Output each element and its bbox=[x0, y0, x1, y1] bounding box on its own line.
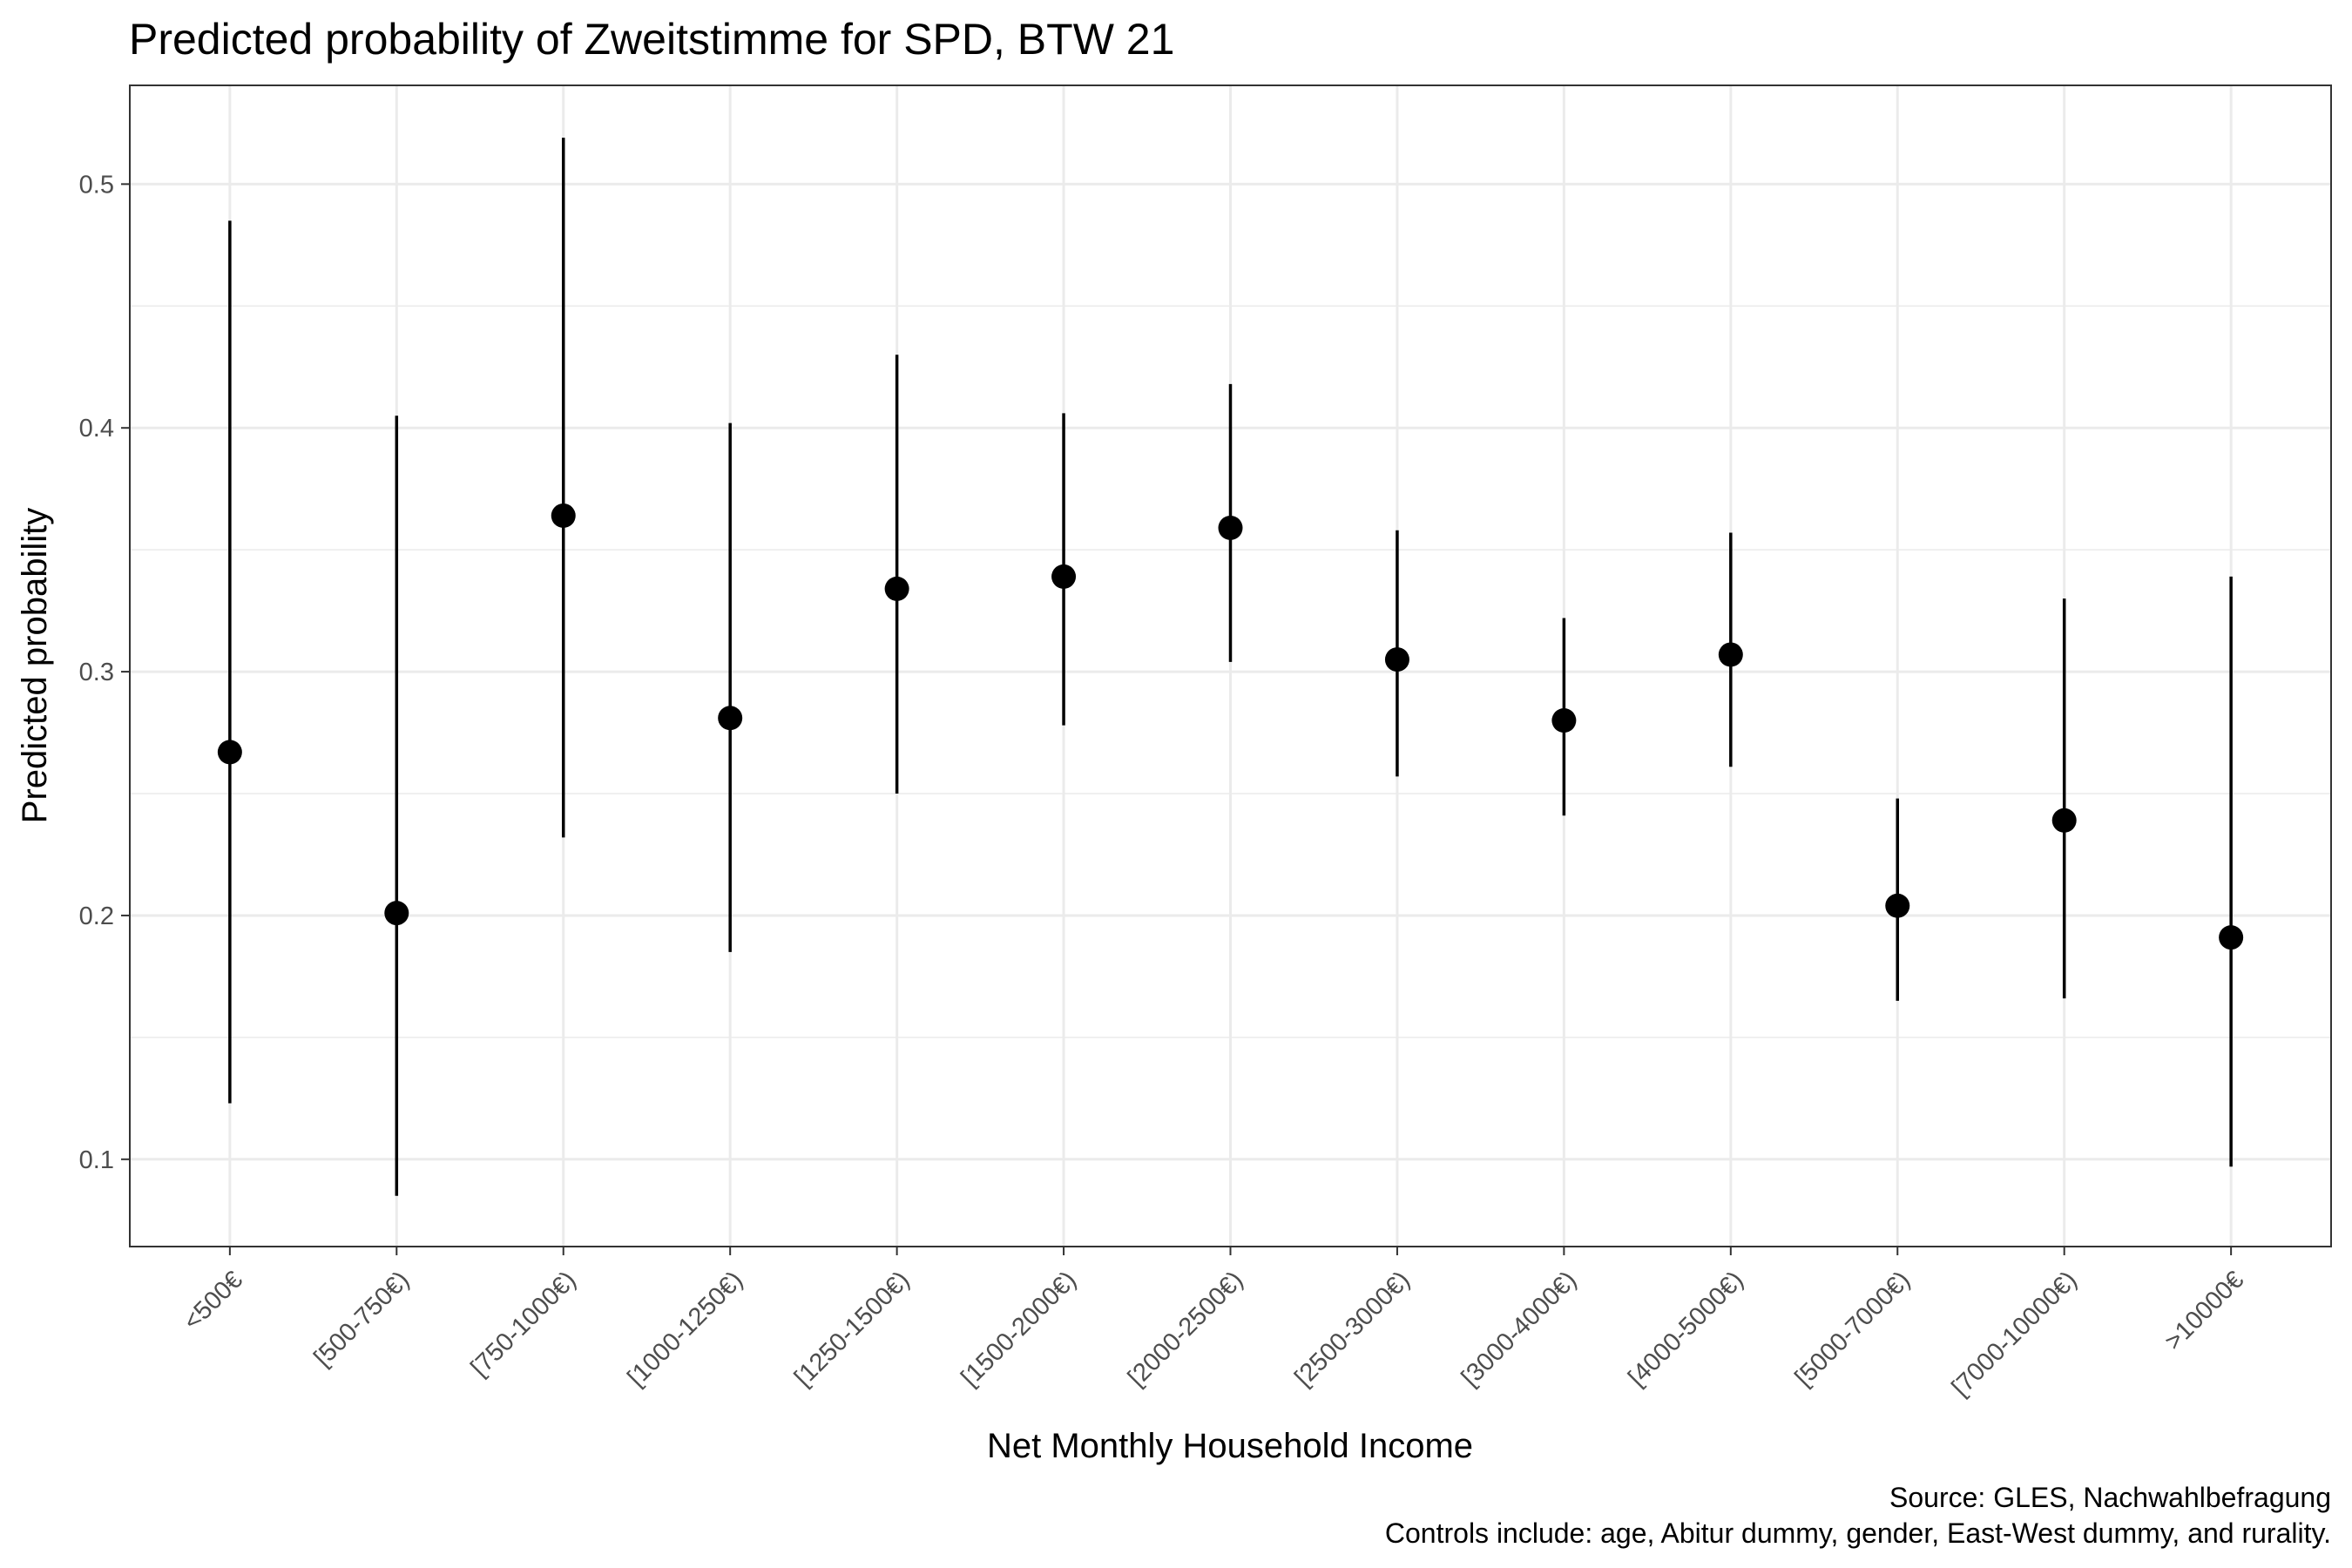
data-point bbox=[1051, 564, 1077, 589]
data-point bbox=[1885, 893, 1910, 918]
plot-panel bbox=[129, 84, 2332, 1247]
data-point bbox=[2219, 925, 2244, 950]
data-point bbox=[1384, 647, 1409, 672]
chart-title: Predicted probability of Zweitstimme for… bbox=[129, 15, 1174, 64]
x-axis-title: Net Monthly Household Income bbox=[987, 1427, 1473, 1465]
y-axis: 0.1 0.2 0.3 0.4 0.5 bbox=[79, 171, 130, 1174]
caption-controls: Controls include: age, Abitur dummy, gen… bbox=[1385, 1517, 2331, 1549]
y-tick-label: 0.3 bbox=[79, 659, 114, 686]
data-marks bbox=[217, 138, 2244, 1196]
data-point bbox=[384, 901, 409, 926]
data-point bbox=[2051, 808, 2077, 833]
y-axis-title: Predicted probability bbox=[16, 508, 54, 823]
y-tick-label: 0.1 bbox=[79, 1146, 114, 1174]
data-point bbox=[718, 706, 743, 731]
data-point bbox=[1551, 708, 1577, 733]
caption-source: Source: GLES, Nachwahlbefragung bbox=[1889, 1482, 2331, 1513]
data-point bbox=[1718, 642, 1743, 667]
y-tick-label: 0.2 bbox=[79, 902, 114, 930]
data-point bbox=[217, 740, 242, 765]
data-point bbox=[884, 576, 909, 601]
y-tick-label: 0.4 bbox=[79, 415, 114, 443]
data-point bbox=[551, 503, 576, 528]
y-tick-label: 0.5 bbox=[79, 171, 114, 199]
data-point bbox=[1218, 515, 1243, 540]
